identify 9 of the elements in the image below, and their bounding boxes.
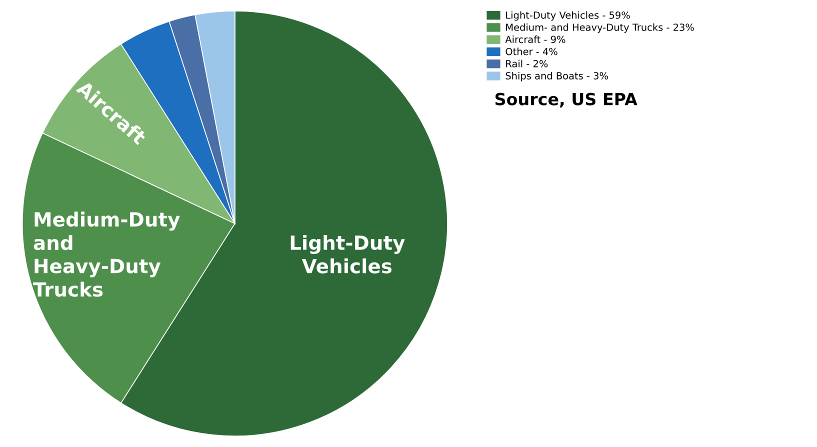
text: Medium-Duty and Heavy-Duty Trucks — [33, 212, 180, 297]
legend-label: Rail - 2% — [506, 60, 548, 68]
legend-label: Ships and Boats - 3% — [506, 72, 608, 82]
legend-label: Aircraft - 9% — [505, 36, 566, 44]
source-note: Source, US EPA — [495, 92, 638, 108]
text: Light-Duty Vehicles — [290, 235, 405, 274]
legend-label: Medium- and Heavy-Duty Trucks - 23% — [506, 23, 694, 33]
legend-label: Other - 4% — [506, 48, 558, 56]
legend-label: Light-Duty Vehicles - 59% — [506, 11, 630, 21]
